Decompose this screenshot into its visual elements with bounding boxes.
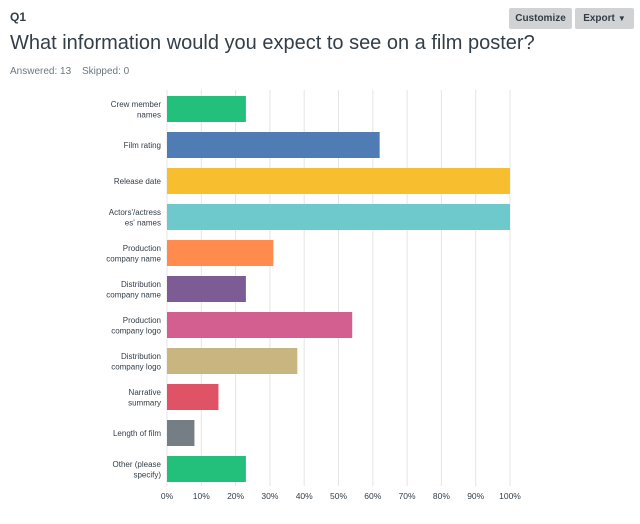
bar xyxy=(167,312,353,338)
response-stats: Answered: 13 Skipped: 0 xyxy=(10,66,137,77)
bar xyxy=(167,132,380,158)
x-tick-label: 50% xyxy=(330,491,347,501)
customize-button[interactable]: Customize xyxy=(509,8,572,29)
category-label: Production company logo xyxy=(111,316,161,336)
bar xyxy=(167,96,246,122)
question-title: What information would you expect to see… xyxy=(10,32,535,54)
export-button[interactable]: Export ▼ xyxy=(575,8,634,29)
bar xyxy=(167,276,246,302)
question-number: Q1 xyxy=(10,10,27,24)
bar xyxy=(167,168,510,194)
category-label: Distribution company logo xyxy=(111,352,161,372)
category-label: Other (please specify) xyxy=(113,460,162,480)
bar xyxy=(167,420,195,446)
x-tick-label: 70% xyxy=(399,491,416,501)
category-label: Production company name xyxy=(106,244,161,264)
bar xyxy=(167,240,274,266)
category-label: Narrative summary xyxy=(128,388,161,408)
bar xyxy=(167,348,298,374)
x-tick-label: 20% xyxy=(227,491,244,501)
x-tick-label: 0% xyxy=(161,491,174,501)
category-label: Length of film xyxy=(113,429,161,438)
caret-down-icon: ▼ xyxy=(617,14,626,23)
category-label: Actors'/actress es' names xyxy=(109,208,161,228)
skipped-count: Skipped: 0 xyxy=(81,66,130,77)
category-labels: Crew member names Film rating Release date A… xyxy=(106,100,161,480)
x-tick-label: 90% xyxy=(467,491,484,501)
category-label: Release date xyxy=(114,177,162,186)
x-tick-label: 100% xyxy=(499,491,521,501)
x-tick-label: 40% xyxy=(296,491,313,501)
bar xyxy=(167,384,219,410)
x-tick-label: 80% xyxy=(433,491,450,501)
export-label: Export xyxy=(583,13,615,24)
category-label: Distribution company name xyxy=(106,280,161,300)
bars xyxy=(167,96,510,482)
x-tick-label: 10% xyxy=(193,491,210,501)
category-label: Film rating xyxy=(124,141,161,150)
answered-count: Answered: 13 xyxy=(10,66,72,77)
x-axis-ticks: 0% 10% 20% 30% 40% 50% 60% 70% 80% 90% 100% xyxy=(161,491,521,501)
x-tick-label: 30% xyxy=(261,491,278,501)
category-label: Crew member names xyxy=(111,100,162,120)
bar xyxy=(167,204,510,230)
bar xyxy=(167,456,246,482)
x-tick-label: 60% xyxy=(364,491,381,501)
